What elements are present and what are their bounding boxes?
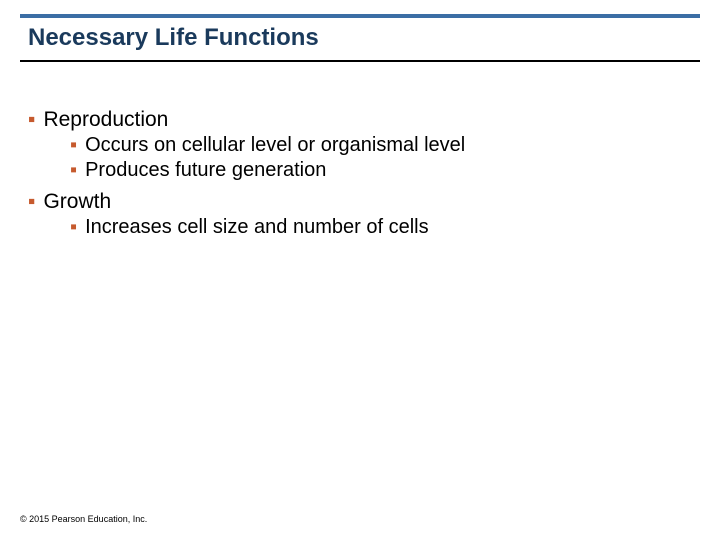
list-item-label: Increases cell size and number of cells bbox=[85, 216, 429, 239]
list-item: ▪ Growth bbox=[28, 190, 692, 214]
list-item: ▪ Reproduction bbox=[28, 108, 692, 132]
list-item-label: Growth bbox=[43, 190, 111, 214]
list-item-label: Produces future generation bbox=[85, 159, 326, 182]
bullet-icon: ▪ bbox=[70, 159, 77, 182]
list-item: ▪ Produces future generation bbox=[70, 159, 692, 182]
bullet-icon: ▪ bbox=[28, 190, 35, 214]
list-item-label: Occurs on cellular level or organismal l… bbox=[85, 134, 465, 157]
title-underline bbox=[20, 60, 700, 62]
list-item: ▪ Occurs on cellular level or organismal… bbox=[70, 134, 692, 157]
bullet-icon: ▪ bbox=[70, 216, 77, 239]
list-item: ▪ Increases cell size and number of cell… bbox=[70, 216, 692, 239]
slide-title: Necessary Life Functions bbox=[28, 24, 319, 52]
top-rule bbox=[20, 14, 700, 18]
bullet-icon: ▪ bbox=[70, 134, 77, 157]
list-item-label: Reproduction bbox=[43, 108, 168, 132]
copyright-text: © 2015 Pearson Education, Inc. bbox=[20, 514, 147, 524]
content-area: ▪ Reproduction ▪ Occurs on cellular leve… bbox=[28, 100, 692, 239]
bullet-icon: ▪ bbox=[28, 108, 35, 132]
